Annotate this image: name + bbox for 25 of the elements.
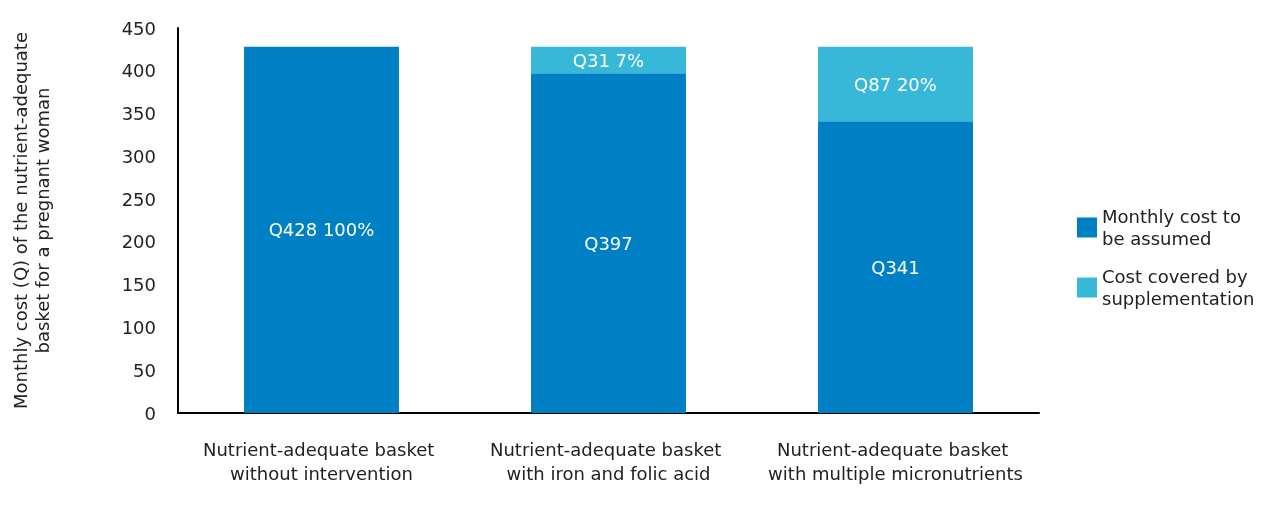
x-tick-label: Nutrient-adequate basket with iron and folic acid xyxy=(489,438,728,484)
y-tick-label: 0 xyxy=(144,402,156,424)
x-tick-label: Nutrient-adequate basket without intervention xyxy=(202,438,441,484)
y-tick-label: 100 xyxy=(121,316,156,338)
data-label: Q397 xyxy=(584,232,633,254)
bar xyxy=(244,46,399,413)
y-tick-label: 150 xyxy=(121,274,156,296)
y-tick-label: 250 xyxy=(121,188,156,210)
y-tick-label: 300 xyxy=(121,145,156,167)
y-tick-label: 350 xyxy=(121,103,156,125)
bar xyxy=(818,46,973,122)
legend-label: Monthly cost to be assumed xyxy=(1102,206,1247,249)
legend-label: Cost covered by supplementation xyxy=(1102,266,1255,309)
bar xyxy=(818,121,973,413)
data-label: Q428 100% xyxy=(268,219,375,241)
y-tick-label: 200 xyxy=(121,231,156,253)
data-label: Q31 7% xyxy=(572,49,645,71)
data-label: Q87 20% xyxy=(854,73,937,95)
x-tick-label: Nutrient-adequate basket with multiple micronutrients xyxy=(768,438,1023,484)
y-tick-label: 450 xyxy=(121,17,156,39)
y-axis-title: Monthly cost (Q) of the nutrient-adequate basket for a pregnant woman xyxy=(9,32,53,409)
bar xyxy=(531,73,686,413)
data-label: Q341 xyxy=(871,256,920,278)
y-tick-label: 50 xyxy=(133,359,156,381)
y-tick-label: 400 xyxy=(121,60,156,82)
